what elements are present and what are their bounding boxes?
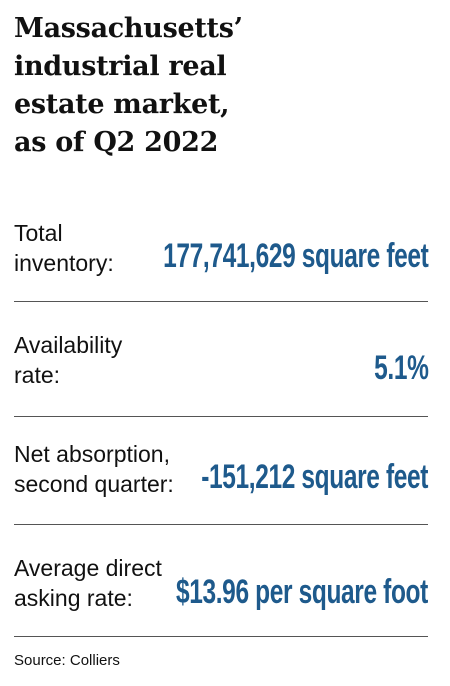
stat-net-absorption: Net absorption, second quarter: -151,212… [14, 417, 428, 525]
title-line-3: estate market, [14, 89, 230, 120]
stat-label-line-2: second quarter: [14, 471, 174, 497]
stat-label-line-2: rate: [14, 362, 61, 388]
stat-label-line-1: Total [14, 220, 63, 246]
source-note: Source: Colliers [14, 652, 120, 669]
stat-label-line-1: Average direct [14, 555, 162, 581]
stat-label: Net absorption, second quarter: [14, 439, 174, 499]
stat-value: $13.96 per square foot [176, 573, 428, 611]
stat-label-line-1: Net absorption, [14, 441, 170, 467]
infographic: Massachusetts’ industrial real estate ma… [14, 0, 428, 637]
title-line-1: Massachusetts’ [14, 13, 243, 44]
stat-label: Average direct asking rate: [14, 553, 162, 613]
stat-asking-rate: Average direct asking rate: $13.96 per s… [14, 525, 428, 637]
stat-label: Availability rate: [14, 330, 122, 390]
stat-value: 5.1% [373, 349, 429, 387]
stat-availability-rate: Availability rate: 5.1% [14, 302, 428, 417]
stat-label: Total inventory: [14, 218, 114, 278]
stat-total-inventory: Total inventory: 177,741,629 square feet [14, 188, 428, 302]
title-line-4: as of Q2 2022 [14, 127, 219, 158]
stat-label-line-1: Availability [14, 332, 123, 358]
stat-label-line-2: inventory: [14, 250, 114, 276]
stat-value: -151,212 square feet [201, 458, 428, 496]
page-title: Massachusetts’ industrial real estate ma… [14, 0, 428, 188]
title-line-2: industrial real [14, 51, 227, 82]
stat-label-line-2: asking rate: [14, 585, 133, 611]
stat-value: 177,741,629 square feet [162, 237, 429, 275]
